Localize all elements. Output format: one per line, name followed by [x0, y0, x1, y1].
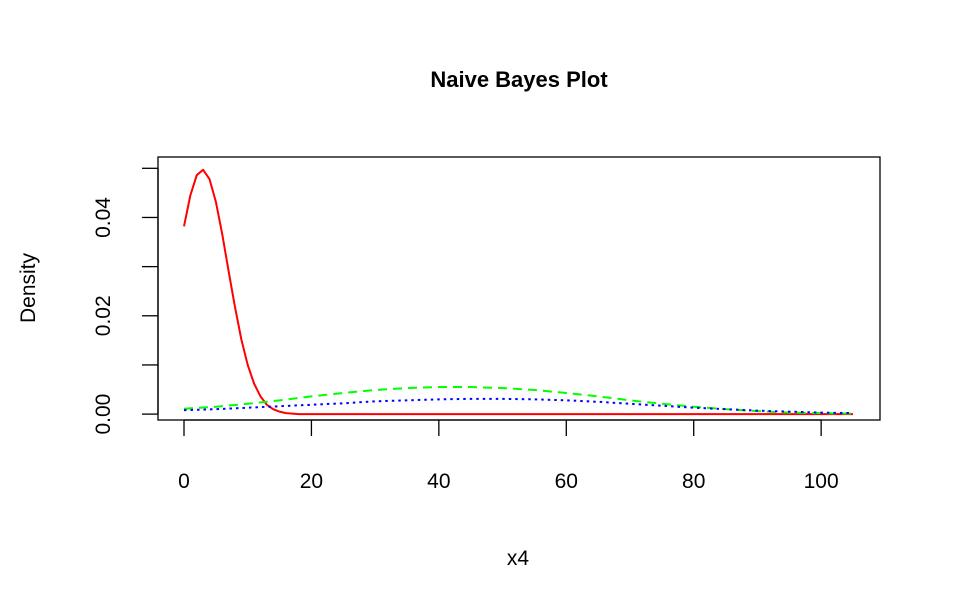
plot-frame: [157, 156, 881, 421]
x-axis-label: x4: [507, 547, 530, 570]
y-tick-label: 0.04: [92, 197, 115, 238]
y-tick-label: 0.00: [92, 394, 115, 435]
x-tick-label: 40: [427, 470, 450, 493]
x-tick-label: 100: [804, 470, 839, 493]
x-tick-label: 80: [682, 470, 705, 493]
y-tick-label: 0.02: [92, 295, 115, 336]
x-tick-label: 60: [555, 470, 578, 493]
chart-title: Naive Bayes Plot: [430, 67, 608, 92]
y-axis-label: Density: [17, 252, 40, 323]
density-line-1: [183, 168, 853, 416]
y-axis: 0.00 0.02 0.04: [92, 167, 159, 435]
density-line-3: [183, 397, 854, 415]
x-tick-label: 20: [300, 470, 323, 493]
x-tick-label: 0: [178, 470, 190, 493]
density-line-2: [183, 386, 854, 415]
series-layer: [183, 168, 854, 416]
x-axis: 0 20 40 60 80 100: [178, 419, 839, 493]
